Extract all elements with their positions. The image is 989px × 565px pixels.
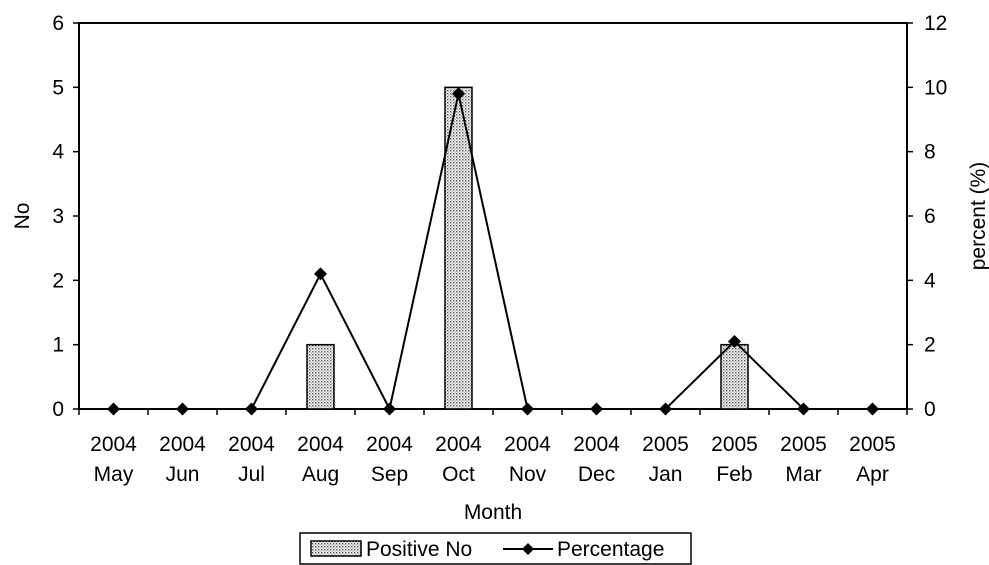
legend-box bbox=[299, 532, 692, 565]
y2-axis-title: percent (%) bbox=[967, 162, 989, 271]
point-percentage bbox=[590, 402, 603, 416]
y2-tick-label: 6 bbox=[924, 205, 936, 228]
legend: Positive No Percentage bbox=[299, 532, 692, 565]
bar-positive-no bbox=[720, 343, 749, 410]
point-percentage bbox=[107, 402, 120, 416]
x-tick-label-month: Nov bbox=[509, 463, 547, 486]
y2-tick-label: 2 bbox=[924, 334, 936, 357]
x-tick-label-year: 2004 bbox=[435, 433, 482, 456]
point-percentage bbox=[383, 402, 396, 416]
point-percentage bbox=[452, 87, 465, 101]
legend-swatch-bar bbox=[310, 540, 362, 557]
point-percentage bbox=[176, 402, 189, 416]
point-percentage bbox=[245, 402, 258, 416]
y-tick-label: 4 bbox=[52, 141, 64, 164]
x-tick-label-year: 2004 bbox=[159, 433, 206, 456]
plot-area-frame bbox=[78, 22, 908, 410]
y2-tick-label: 8 bbox=[924, 141, 936, 164]
line-percentage bbox=[113, 93, 873, 412]
x-tick-label-month: Sep bbox=[371, 463, 408, 486]
y-tick-label: 0 bbox=[52, 398, 64, 421]
y2-tick-label: 0 bbox=[924, 398, 936, 421]
y2-tick-label: 4 bbox=[924, 269, 936, 292]
x-tick-label-year: 2005 bbox=[780, 433, 827, 456]
x-tick-label-year: 2004 bbox=[366, 433, 413, 456]
y-axis-title: No bbox=[11, 203, 34, 230]
x-tick-label-month: Apr bbox=[856, 463, 889, 486]
y2-tick-label: 10 bbox=[924, 76, 947, 99]
legend-label-positive-no: Positive No bbox=[366, 538, 472, 561]
bar-positive-no bbox=[444, 86, 473, 410]
x-tick-label-year: 2004 bbox=[297, 433, 344, 456]
point-percentage bbox=[797, 402, 810, 416]
x-tick-label-year: 2005 bbox=[849, 433, 896, 456]
point-percentage bbox=[728, 334, 741, 348]
y-tick-label: 1 bbox=[52, 334, 64, 357]
x-tick-label-year: 2004 bbox=[573, 433, 620, 456]
y-tick-label: 6 bbox=[52, 12, 64, 35]
x-axis-title: Month bbox=[464, 501, 522, 524]
y-tick-label: 3 bbox=[52, 205, 64, 228]
x-tick-label-year: 2005 bbox=[711, 433, 758, 456]
point-percentage bbox=[521, 402, 534, 416]
x-tick-label-year: 2004 bbox=[504, 433, 551, 456]
legend-swatch-diamond bbox=[522, 543, 534, 555]
point-percentage bbox=[866, 402, 879, 416]
x-tick-label-month: Jun bbox=[166, 463, 200, 486]
x-tick-label-month: Feb bbox=[716, 463, 752, 486]
x-tick-label-month: Oct bbox=[442, 463, 475, 486]
x-tick-label-month: May bbox=[94, 463, 134, 486]
bar-positive-no bbox=[306, 343, 335, 410]
x-tick-label-year: 2005 bbox=[642, 433, 689, 456]
y-tick-label: 5 bbox=[52, 76, 64, 99]
x-tick-label-month: Dec bbox=[578, 463, 615, 486]
legend-label-percentage: Percentage bbox=[557, 538, 664, 561]
x-tick-label-year: 2004 bbox=[228, 433, 275, 456]
x-tick-label-year: 2004 bbox=[90, 433, 137, 456]
x-tick-label-month: Jan bbox=[649, 463, 683, 486]
point-percentage bbox=[314, 267, 327, 281]
x-tick-label-month: Jul bbox=[238, 463, 265, 486]
x-tick-label-month: Aug bbox=[302, 463, 339, 486]
y2-tick-label: 12 bbox=[924, 12, 947, 35]
y-tick-label: 2 bbox=[52, 269, 64, 292]
point-percentage bbox=[659, 402, 672, 416]
x-tick-label-month: Mar bbox=[785, 463, 821, 486]
